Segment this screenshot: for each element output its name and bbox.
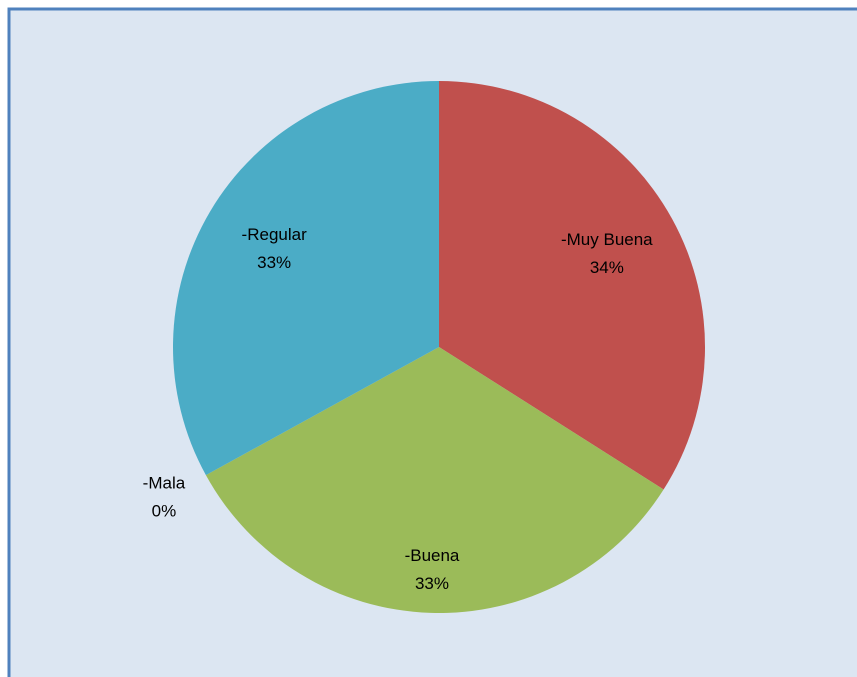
slice-value-label: 33% <box>415 574 449 593</box>
slice-value-label: 0% <box>152 502 177 521</box>
slice-category-label: -Buena <box>405 546 460 565</box>
pie-slice <box>205 347 664 614</box>
pie-slice <box>172 81 440 476</box>
slice-value-label: 34% <box>590 258 624 277</box>
pie-slice <box>439 81 706 490</box>
slice-category-label: -Muy Buena <box>561 230 653 249</box>
slice-category-label: -Regular <box>242 225 308 244</box>
slice-value-label: 33% <box>257 253 291 272</box>
slice-category-label: -Mala <box>143 474 186 493</box>
